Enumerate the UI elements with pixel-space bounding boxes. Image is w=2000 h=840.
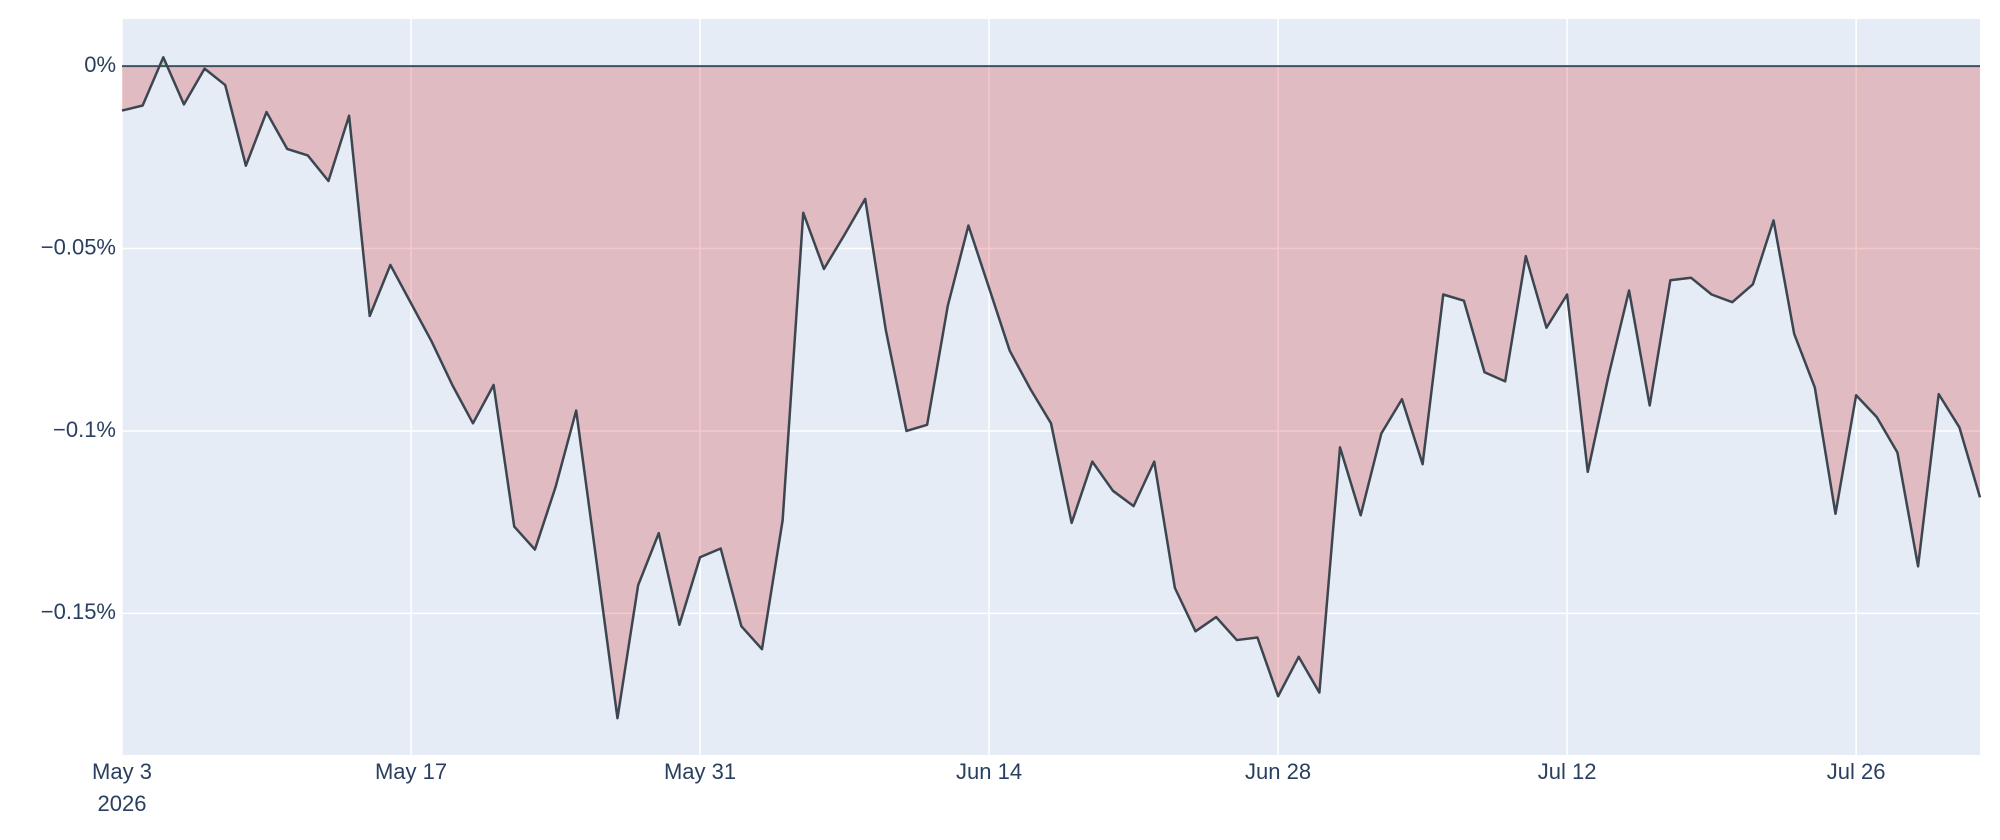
x-tick-label: Jul 12 xyxy=(1538,759,1597,784)
line xyxy=(121,56,1982,720)
y-tick-label: 0% xyxy=(84,52,116,77)
x-tick-label: May 17 xyxy=(375,759,447,784)
x-tick-label: May 3 xyxy=(92,759,152,784)
x-tick-label: Jun 14 xyxy=(956,759,1022,784)
y-tick-label: −0.15% xyxy=(41,599,116,624)
x-year-label: 2026 xyxy=(98,791,147,816)
x-tick-label: May 31 xyxy=(664,759,736,784)
x-tick-label: Jul 26 xyxy=(1827,759,1886,784)
y-tick-label: −0.05% xyxy=(41,234,116,259)
x-tick-label: Jun 28 xyxy=(1245,759,1311,784)
negative-area xyxy=(122,66,1980,719)
y-tick-label: −0.1% xyxy=(53,417,116,442)
plot-background xyxy=(122,19,1980,755)
